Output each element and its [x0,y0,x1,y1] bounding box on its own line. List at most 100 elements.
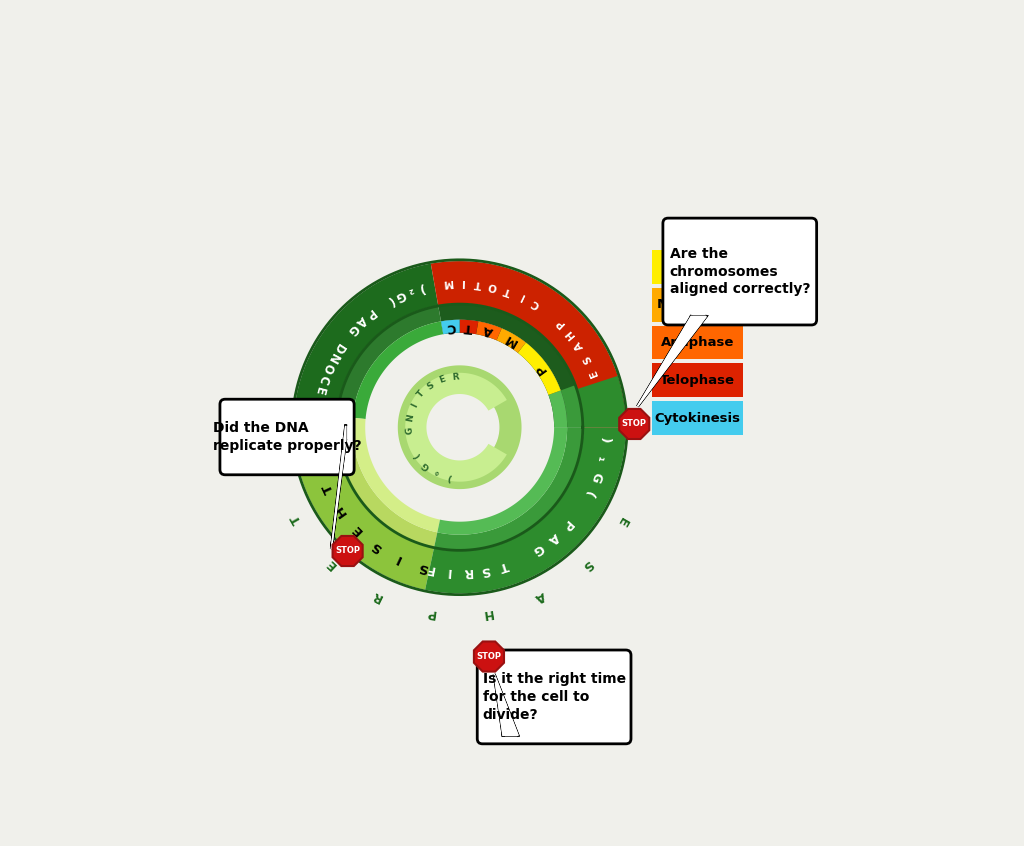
Text: R: R [462,565,472,579]
Polygon shape [561,385,584,427]
Text: C: C [529,298,542,310]
Text: ₀: ₀ [433,467,440,477]
Text: F: F [424,562,435,576]
Text: T: T [498,558,510,573]
Text: (: ( [384,294,395,307]
Text: I: I [266,408,280,414]
Text: R: R [370,588,384,604]
Text: ): ) [597,437,610,443]
Text: T: T [464,320,473,333]
Polygon shape [437,427,567,535]
Text: S: S [582,354,594,365]
Polygon shape [336,305,441,418]
Text: E: E [312,385,327,396]
FancyBboxPatch shape [652,401,743,435]
Polygon shape [333,536,362,566]
Text: ): ) [418,280,426,294]
Polygon shape [352,418,440,532]
Text: P: P [534,360,549,376]
Polygon shape [431,261,617,389]
Text: G: G [345,321,360,338]
Text: STOP: STOP [476,652,502,661]
Text: H: H [481,606,493,620]
Polygon shape [438,304,578,394]
Text: I: I [445,565,451,579]
FancyBboxPatch shape [652,364,743,398]
Text: STOP: STOP [335,547,360,556]
Polygon shape [497,328,526,353]
Polygon shape [638,316,707,406]
Text: P: P [554,316,566,328]
Text: E: E [614,514,630,528]
Polygon shape [575,371,626,427]
Text: A: A [546,530,561,546]
Text: G: G [393,287,408,303]
Text: E: E [324,556,339,571]
Polygon shape [332,426,346,549]
Text: M: M [503,332,519,349]
Text: P: P [559,517,574,532]
Text: S: S [416,560,428,574]
Text: A: A [573,340,586,352]
Text: P: P [362,305,378,321]
Text: G: G [588,470,604,484]
Text: S: S [426,380,436,391]
Text: S: S [369,538,384,554]
Polygon shape [518,343,561,395]
Text: E: E [438,375,446,385]
FancyBboxPatch shape [652,250,743,284]
Polygon shape [406,373,507,481]
Text: Y: Y [308,435,323,445]
Text: T: T [416,389,427,399]
Text: S: S [308,409,323,420]
Polygon shape [332,426,346,549]
Polygon shape [397,365,521,489]
FancyBboxPatch shape [652,326,743,360]
Text: Telophase: Telophase [659,374,735,387]
Text: S: S [480,563,492,577]
Text: STOP: STOP [622,420,647,428]
Text: I: I [461,277,465,288]
Text: T: T [321,481,336,496]
Text: O: O [487,280,499,292]
Text: N: N [269,460,284,474]
Text: S: S [580,558,595,573]
Polygon shape [294,264,438,416]
Text: ₁: ₁ [594,454,608,463]
Text: A: A [482,323,495,338]
Text: I: I [410,402,419,409]
Text: A: A [353,313,369,329]
Text: (: ( [582,488,596,499]
Text: N: N [312,458,328,472]
Text: Is it the right time
for the cell to
divide?: Is it the right time for the cell to div… [482,672,626,722]
Text: R: R [452,372,459,382]
Text: O: O [319,361,335,376]
Polygon shape [562,389,584,427]
Polygon shape [476,321,502,340]
Text: Cytokinesis: Cytokinesis [654,412,740,425]
Text: H: H [333,502,349,519]
Text: ₂: ₂ [407,283,416,298]
Text: D: D [331,340,346,355]
Polygon shape [578,376,626,427]
Text: A: A [534,589,548,604]
FancyBboxPatch shape [477,650,631,744]
Polygon shape [421,388,499,466]
FancyBboxPatch shape [663,218,816,325]
Text: C: C [315,373,331,386]
Polygon shape [441,320,460,334]
Text: (: ( [413,451,423,459]
Polygon shape [549,391,567,427]
Text: ): ) [446,472,453,481]
Text: T: T [289,513,304,526]
Polygon shape [425,427,626,593]
Polygon shape [294,413,434,590]
Polygon shape [352,321,443,419]
Text: Metaphase: Metaphase [656,299,738,311]
Text: C: C [445,320,456,333]
Polygon shape [460,320,478,334]
Polygon shape [495,674,518,735]
Text: E: E [349,522,365,537]
Text: G: G [530,541,546,558]
Polygon shape [620,409,649,439]
